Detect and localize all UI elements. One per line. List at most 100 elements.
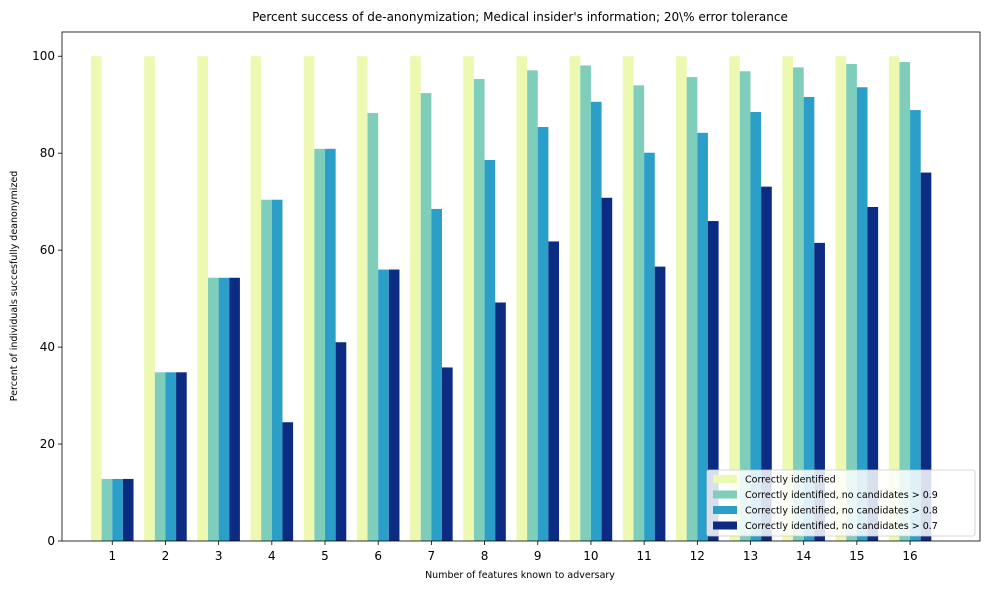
y-tick-label: 80: [40, 146, 55, 160]
chart-title: Percent success of de-anonymization; Med…: [252, 10, 788, 24]
y-tick-label: 100: [32, 49, 55, 63]
bar: [750, 111, 762, 542]
bar: [378, 269, 389, 541]
legend-swatch: [713, 506, 737, 514]
legend-box: [706, 469, 976, 537]
bar: [154, 372, 166, 541]
bar: [888, 56, 900, 542]
bar: [654, 266, 666, 541]
bar: [484, 159, 496, 542]
x-tick-label: 9: [534, 549, 542, 563]
bar: [601, 197, 613, 542]
bar: [473, 79, 485, 542]
bar: [250, 56, 262, 542]
legend-label: Correctly identified, no candidates > 0.…: [745, 490, 938, 501]
bar: [644, 152, 655, 541]
legend-swatch: [713, 490, 737, 499]
bar: [112, 478, 123, 541]
bar-series: [112, 87, 921, 542]
bar: [622, 56, 634, 542]
bar: [676, 56, 687, 542]
y-tick-label: 40: [40, 340, 55, 354]
bar: [271, 199, 283, 542]
x-tick-label: 2: [162, 549, 170, 563]
x-tick-label: 8: [481, 549, 489, 563]
bar: [729, 56, 740, 542]
bar: [144, 56, 155, 542]
bar: [686, 77, 698, 541]
bar: [590, 101, 602, 541]
bar: [197, 56, 208, 542]
bar: [325, 148, 336, 541]
bar: [165, 372, 177, 541]
bar: [218, 277, 230, 541]
x-tick-label: 11: [636, 549, 651, 563]
x-tick-label: 6: [374, 549, 382, 563]
bar: [707, 221, 719, 541]
bar: [580, 65, 591, 541]
bar: [835, 56, 847, 542]
bar: [367, 112, 379, 542]
bar: [388, 269, 400, 541]
bar: [495, 302, 506, 541]
x-tick-label: 7: [428, 549, 436, 563]
legend: Correctly identified Correctly identified…: [706, 469, 976, 537]
y-tick-label: 20: [40, 437, 55, 451]
bar: [229, 277, 240, 541]
bar: [899, 62, 911, 542]
bar: [303, 56, 315, 542]
bar-series: [90, 56, 900, 542]
bar: [633, 85, 645, 541]
y-tick-label: 60: [40, 243, 55, 257]
bar: [846, 63, 857, 542]
bar: [548, 241, 560, 542]
bar: [527, 70, 538, 542]
bar: [356, 56, 368, 542]
bar: [410, 56, 421, 542]
legend-label: Correctly identified, no candidates > 0.…: [745, 506, 938, 517]
bar: [910, 110, 921, 542]
legend-label: Correctly identified, no candidates > 0.…: [745, 521, 938, 532]
y-axis-label: Percent of individuals succesfully deano…: [9, 171, 20, 401]
x-tick-label: 5: [321, 549, 329, 563]
bar-series: [122, 172, 932, 542]
x-tick-label: 1: [108, 549, 116, 563]
x-tick-label: 3: [215, 549, 223, 563]
bar: [90, 56, 102, 542]
bar: [782, 56, 794, 542]
bar: [208, 277, 219, 541]
x-tick-label: 15: [849, 549, 864, 563]
bar: [176, 372, 187, 541]
bar: [537, 127, 549, 541]
x-tick-label: 16: [902, 549, 917, 563]
bar: [814, 242, 825, 541]
bar: [314, 148, 326, 541]
x-tick-label: 12: [690, 549, 705, 563]
x-tick-label: 13: [743, 549, 758, 563]
x-tick-label: 14: [796, 549, 811, 563]
x-axis-label: Number of features known to adversary: [425, 570, 615, 581]
bar: [282, 422, 294, 541]
bar: [739, 71, 751, 542]
x-tick-label: 10: [583, 549, 598, 563]
bar: [920, 172, 932, 541]
bar: [761, 186, 772, 541]
bar: [793, 67, 804, 541]
bar: [420, 93, 432, 541]
legend-label: Correctly identified: [745, 475, 836, 486]
bar: [122, 478, 134, 541]
bar: [463, 56, 474, 542]
bar: [261, 199, 272, 542]
bar-series: [101, 62, 911, 542]
bar: [697, 132, 708, 541]
bar: [856, 87, 868, 541]
bar: [431, 208, 443, 541]
bar: [335, 342, 347, 541]
bar: [867, 207, 879, 541]
legend-swatch: [713, 475, 737, 483]
bar: [516, 56, 528, 542]
bar: [569, 56, 581, 542]
axes-frame: [61, 31, 981, 542]
